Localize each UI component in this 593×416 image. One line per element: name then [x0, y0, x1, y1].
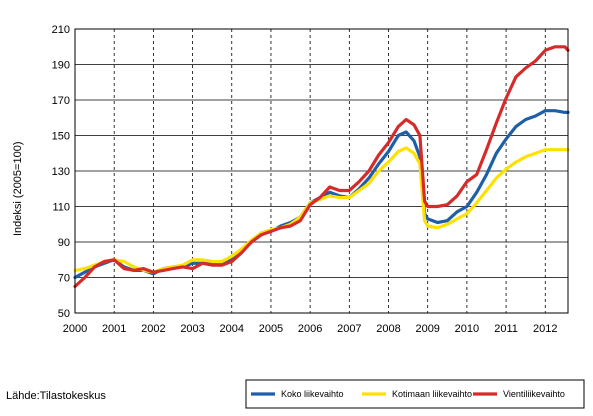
- x-tick-label: 2002: [141, 323, 165, 335]
- x-tick-label: 2011: [494, 323, 518, 335]
- legend-label: Kotimaan liikevaihto: [392, 389, 472, 399]
- y-tick-label: 170: [52, 95, 70, 107]
- x-tick-label: 2004: [220, 323, 244, 335]
- series-lines: [73, 45, 570, 288]
- x-tick-label: 2008: [376, 323, 400, 335]
- x-tick-label: 2006: [298, 323, 322, 335]
- x-tick-label: 2000: [63, 323, 87, 335]
- legend-label: Koko liikevaihto: [281, 389, 344, 399]
- x-tick-label: 2005: [259, 323, 283, 335]
- x-tick-label: 2001: [102, 323, 126, 335]
- legend-label: Vientiliikevaihto: [503, 389, 565, 399]
- y-tick-label: 70: [58, 273, 70, 285]
- plot-area-border: [74, 28, 569, 314]
- x-tick-label: 2010: [455, 323, 479, 335]
- series-line-3: [73, 45, 570, 288]
- x-tick-label: 2003: [180, 323, 204, 335]
- y-tick-labels: 50 70 90 110 130 150 170 190 210: [52, 24, 70, 320]
- gridlines: [75, 29, 568, 313]
- legend-box: [245, 379, 585, 409]
- y-tick-label: 50: [58, 308, 70, 320]
- y-tick-label: 110: [52, 202, 70, 214]
- legend: Koko liikevaihto Kotimaan liikevaihto Vien…: [251, 389, 565, 399]
- y-tick-label: 130: [52, 166, 70, 178]
- y-axis-label: Indeksi (2005=100): [12, 142, 24, 236]
- y-tick-label: 210: [52, 24, 70, 36]
- x-tick-labels: 2000 2001 2002 2003 2004 2005 2006 2007 2008 2009…: [63, 323, 558, 335]
- series-line-2: [73, 146, 570, 274]
- x-tick-label: 2009: [415, 323, 439, 335]
- x-tick-label: 2007: [337, 323, 361, 335]
- y-tick-label: 150: [52, 131, 70, 143]
- y-tick-label: 190: [52, 60, 70, 72]
- y-tick-label: 90: [58, 237, 70, 249]
- x-tick-label: 2012: [533, 323, 557, 335]
- source-note: Lähde:Tilastokeskus: [6, 390, 106, 402]
